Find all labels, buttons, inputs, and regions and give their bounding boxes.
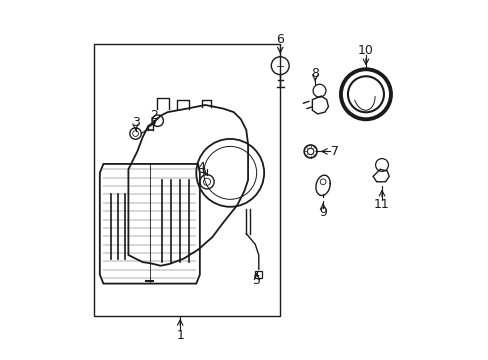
Text: 6: 6 bbox=[276, 33, 284, 46]
Text: 2: 2 bbox=[150, 109, 158, 122]
Text: 5: 5 bbox=[252, 274, 261, 287]
Text: 8: 8 bbox=[310, 67, 319, 80]
Text: 4: 4 bbox=[197, 161, 204, 174]
Text: 1: 1 bbox=[176, 329, 184, 342]
Text: 11: 11 bbox=[373, 198, 389, 211]
Text: 3: 3 bbox=[131, 116, 139, 129]
Text: 7: 7 bbox=[330, 145, 338, 158]
Text: 9: 9 bbox=[319, 206, 326, 219]
Text: 10: 10 bbox=[357, 44, 373, 57]
